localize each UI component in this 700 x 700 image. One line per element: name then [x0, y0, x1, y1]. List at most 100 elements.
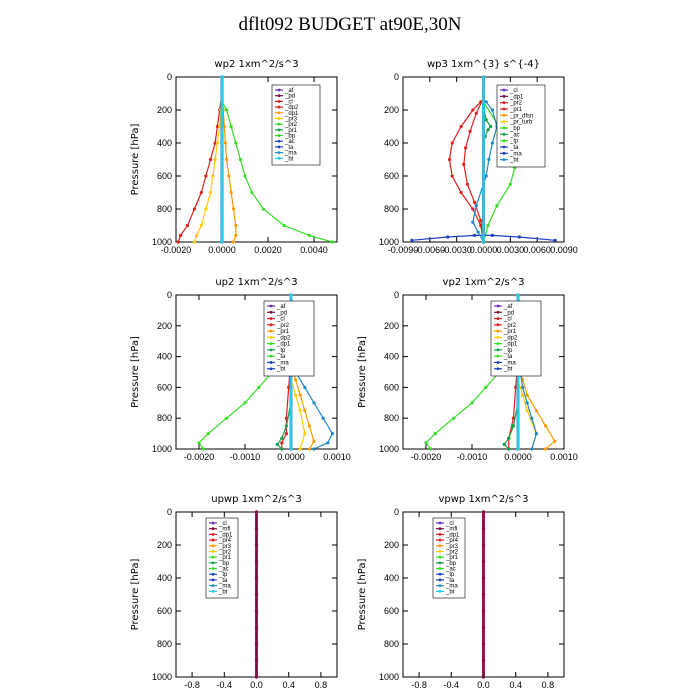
series-point: [553, 439, 557, 443]
legend-label: _ma: [445, 584, 458, 590]
y-tick-label: 800: [157, 204, 172, 214]
series-point: [206, 432, 210, 436]
legend-marker: [502, 151, 506, 155]
legend-label: _ac: [284, 139, 295, 145]
series-point: [481, 510, 486, 514]
series-point: [197, 441, 201, 445]
series-point: [479, 219, 483, 223]
series-point: [481, 157, 486, 162]
series-point: [516, 293, 520, 297]
y-tick-label: 800: [157, 413, 172, 423]
series-point: [298, 393, 302, 397]
x-tick-label: -0.8: [184, 680, 200, 690]
legend-label: _ta: [218, 578, 228, 584]
series-point: [507, 447, 511, 451]
series-point: [213, 141, 217, 145]
y-tick-label: 200: [157, 540, 172, 550]
series-point: [307, 447, 311, 451]
legend-label: _bp: [284, 134, 296, 140]
series-point: [303, 432, 307, 436]
legend-label: _ma: [503, 360, 516, 366]
legend-label: _bt: [218, 589, 228, 595]
legend-label: _dp1: [509, 94, 524, 100]
legend-marker: [438, 589, 442, 593]
series-point: [489, 124, 493, 129]
legend-label: _ma: [218, 584, 231, 590]
legend-label: _ta: [276, 354, 286, 360]
legend-marker: [211, 544, 215, 548]
series-point: [284, 432, 288, 436]
x-tick-label: -0.4: [217, 680, 233, 690]
legend-marker: [502, 139, 506, 143]
legend-marker: [438, 532, 442, 536]
series-point: [195, 233, 199, 237]
series-point: [220, 108, 224, 112]
series-point: [484, 100, 488, 104]
x-tick-label: 0.0060: [523, 245, 551, 255]
legend-marker: [211, 527, 215, 531]
series-point: [211, 174, 215, 178]
series-point: [220, 207, 224, 211]
series-point: [481, 141, 486, 145]
series-point: [525, 401, 529, 405]
series-point: [481, 559, 486, 564]
legend-marker: [277, 145, 281, 149]
series-point: [516, 416, 520, 420]
legend-label: _ma: [276, 360, 289, 366]
legend-marker: [496, 354, 500, 358]
series-point: [481, 526, 486, 531]
legend-marker: [438, 527, 442, 531]
series-point: [481, 642, 486, 646]
x-tick-label: 0.8: [315, 680, 328, 690]
x-tick-label: 0.0010: [323, 452, 351, 462]
legend-label: _pr1: [276, 329, 290, 335]
series-point: [282, 223, 286, 228]
legend-marker: [269, 354, 273, 358]
legend-label: _ac: [218, 567, 229, 573]
series-point: [481, 174, 486, 178]
series-line: [276, 402, 292, 450]
series-point: [289, 416, 293, 420]
legend-label: _cl: [445, 521, 454, 527]
legend-marker: [211, 589, 215, 593]
series-point: [192, 240, 196, 244]
series-point: [484, 118, 488, 122]
series-point: [516, 401, 520, 405]
legend-label: _dp1: [445, 532, 460, 538]
series-point: [544, 447, 548, 451]
legend-marker: [496, 335, 500, 339]
series-point: [220, 157, 224, 162]
y-tick-label: 600: [157, 382, 172, 392]
legend-marker: [277, 151, 281, 155]
legend-label: _pr_dfsn: [509, 113, 533, 119]
series-point: [227, 174, 231, 178]
series-point: [250, 190, 254, 195]
series-point: [470, 401, 474, 405]
legend-marker: [277, 111, 281, 115]
series-point: [192, 207, 196, 211]
series-point: [220, 223, 224, 228]
series-point: [447, 157, 452, 162]
series-point: [254, 592, 259, 597]
y-tick-label: 200: [157, 105, 172, 115]
legend-marker: [502, 126, 506, 130]
series-point: [321, 416, 325, 420]
series-point: [280, 447, 284, 451]
series-point: [238, 157, 242, 162]
legend-label: _bp: [445, 561, 457, 567]
series-point: [204, 174, 208, 178]
legend-marker: [496, 348, 500, 352]
series-point: [234, 141, 238, 145]
legend-marker: [438, 521, 442, 525]
legend-marker: [277, 128, 281, 132]
series-point: [254, 510, 259, 514]
series-point: [468, 129, 472, 133]
legend-label: _pd: [276, 310, 287, 316]
legend-marker: [269, 348, 273, 352]
x-tick-label: 0.0010: [550, 452, 578, 462]
series-point: [525, 408, 529, 413]
y-tick-label: 200: [384, 540, 399, 550]
x-tick-label: 0.0030: [497, 245, 525, 255]
legend-marker: [438, 584, 442, 588]
legend-label: _tp: [276, 348, 286, 354]
